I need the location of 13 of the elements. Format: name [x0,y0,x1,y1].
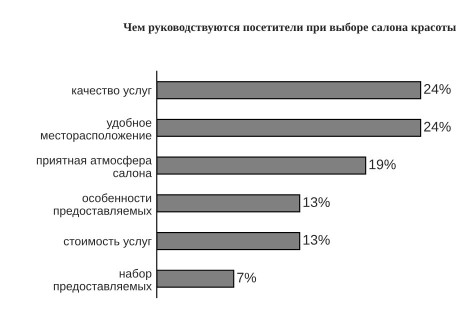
y-tick-label: стоимость услуг [64,238,152,248]
chart-title: Чем руководствуются посетители при выборе салона красоты [123,22,456,34]
data-label: 13% [304,197,330,208]
data-label: 24% [424,84,451,94]
data-label: 24% [424,122,451,132]
data-label: 13% [304,234,330,245]
y-tick-label: удобное месторасположение [40,118,152,142]
y-tick-label: набор предоставляемых [54,268,152,293]
y-tick-label: особенности предоставляемых [54,193,152,218]
y-tick-label: приятная атмосфера салона [36,156,152,178]
y-tick-label: качество услуг [72,88,152,97]
data-label: 19% [370,159,396,170]
data-label: 7% [237,272,256,282]
